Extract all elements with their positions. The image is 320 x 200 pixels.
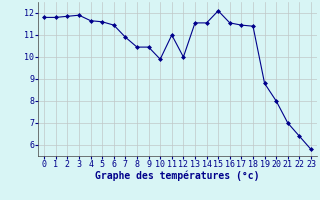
X-axis label: Graphe des températures (°c): Graphe des températures (°c) <box>95 171 260 181</box>
